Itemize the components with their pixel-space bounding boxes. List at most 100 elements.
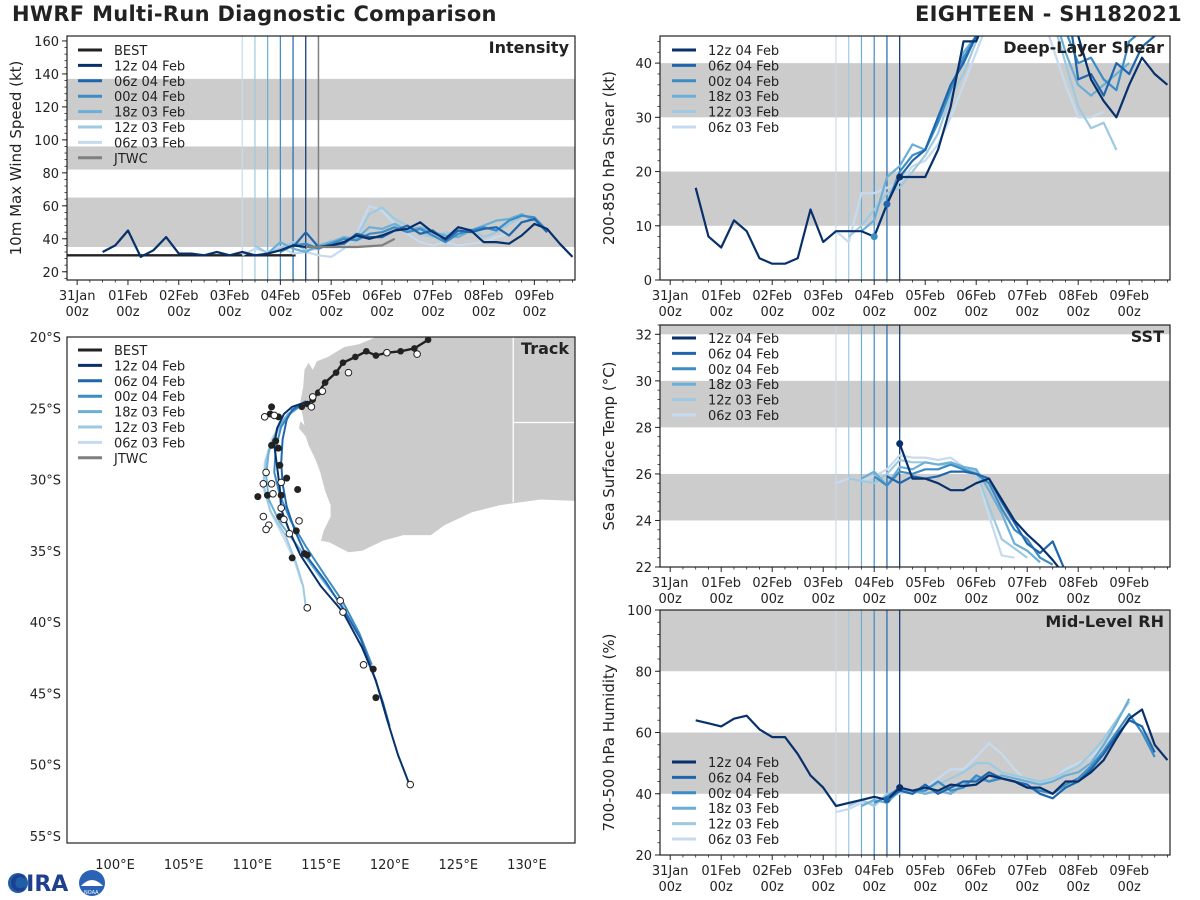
sst-xtick-label: 09Feb xyxy=(1109,576,1149,591)
rh-xtick-label: 00z xyxy=(710,880,734,895)
intensity-xtick-label: 00z xyxy=(218,305,242,320)
best-track-dot xyxy=(352,353,359,361)
best-track-open-dot xyxy=(344,368,353,377)
best-track-dot xyxy=(397,347,404,355)
rh-xtick-label: 05Feb xyxy=(905,864,945,879)
shear-init-marker xyxy=(883,200,891,208)
track-position-open-dot xyxy=(262,468,270,477)
track-position-open-dot xyxy=(406,780,415,789)
shear-xtick-label: 00z xyxy=(965,305,989,320)
shear-panel-title: Deep-Layer Shear xyxy=(1003,38,1164,57)
track-legend-label: 00z 04 Feb xyxy=(114,390,185,405)
track-ytick-label: 25°S xyxy=(30,402,61,417)
intensity-xtick-label: 05Feb xyxy=(311,289,351,304)
shear-xtick-label: 05Feb xyxy=(905,289,945,304)
track-position-open-dot xyxy=(295,517,303,525)
sst-band xyxy=(660,473,1170,521)
sst-xtick-label: 00z xyxy=(1118,592,1142,607)
track-position-dot xyxy=(372,694,380,702)
track-position-dot xyxy=(254,493,262,501)
intensity-legend-label: 12z 04 Feb xyxy=(114,59,185,74)
track-xtick-label: 130°E xyxy=(507,858,547,873)
track-position-dot xyxy=(369,665,377,673)
sst-init-marker xyxy=(896,440,904,448)
shear-xtick-label: 08Feb xyxy=(1058,289,1098,304)
track-position-open-dot xyxy=(339,608,347,616)
intensity-xtick-label: 09Feb xyxy=(515,289,555,304)
rh-init-marker xyxy=(883,796,891,804)
intensity-band xyxy=(67,78,575,121)
intensity-xtick-label: 07Feb xyxy=(413,289,453,304)
intensity-ytick-label: 160 xyxy=(34,35,59,50)
rh-panel: 2040608010031Jan00z01Feb00z02Feb00z03Feb… xyxy=(600,604,1171,895)
intensity-ytick-label: 20 xyxy=(42,266,59,281)
track-position-open-dot xyxy=(269,489,277,498)
rh-xtick-label: 00z xyxy=(965,880,989,895)
intensity-band xyxy=(67,197,575,248)
intensity-xtick-label: 00z xyxy=(421,305,445,320)
track-legend-label: 06z 03 Feb xyxy=(114,436,185,451)
shear-xtick-label: 00z xyxy=(710,305,734,320)
logo-globe-icon xyxy=(8,873,28,893)
sst-panel: 22242628303231Jan00z01Feb00z02Feb00z03Fe… xyxy=(600,324,1171,607)
shear-ylabel: 200-850 hPa Shear (kt) xyxy=(600,71,618,245)
sst-ytick-label: 26 xyxy=(635,468,652,483)
sst-xtick-label: 00z xyxy=(659,592,683,607)
best-track-dot xyxy=(411,345,418,352)
rh-xtick-label: 07Feb xyxy=(1007,864,1047,879)
intensity-legend-label: 06z 03 Feb xyxy=(114,136,185,151)
rh-init-marker xyxy=(896,784,904,792)
intensity-ytick-label: 140 xyxy=(34,68,59,83)
shear-series-0 xyxy=(694,36,1169,265)
track-position-dot xyxy=(276,461,284,469)
track-position-dot xyxy=(294,486,302,494)
track-legend-label: JTWC xyxy=(113,452,148,467)
sst-xtick-label: 07Feb xyxy=(1007,576,1047,591)
intensity-legend-label: 06z 04 Feb xyxy=(114,75,185,90)
track-position-open-dot xyxy=(359,661,368,669)
intensity-xtick-label: 00z xyxy=(472,305,496,320)
best-track-dot xyxy=(363,347,370,355)
track-xtick-label: 125°E xyxy=(439,858,479,873)
intensity-ytick-label: 100 xyxy=(34,134,59,149)
rh-ylabel: 700-500 hPa Humidity (%) xyxy=(600,633,618,831)
shear-legend-label: 12z 04 Feb xyxy=(708,44,779,59)
best-track-dot xyxy=(424,337,432,344)
australia-landmass xyxy=(299,337,575,553)
sst-xtick-label: 02Feb xyxy=(752,576,792,591)
track-ytick-label: 55°S xyxy=(30,830,61,845)
intensity-xtick-label: 02Feb xyxy=(159,289,199,304)
rh-xtick-label: 00z xyxy=(1118,880,1142,895)
sst-xtick-label: 00z xyxy=(1067,592,1091,607)
rh-legend-label: 00z 04 Feb xyxy=(708,787,779,802)
track-ytick-label: 20°S xyxy=(30,331,61,346)
sst-ytick-label: 22 xyxy=(635,561,652,576)
rh-series-3 xyxy=(861,698,1131,807)
track-xtick-label: 105°E xyxy=(164,858,204,873)
sst-series-1 xyxy=(886,470,1065,567)
shear-legend-label: 06z 04 Feb xyxy=(708,59,779,74)
intensity-xtick-label: 03Feb xyxy=(210,289,250,304)
shear-init-marker xyxy=(870,233,878,241)
track-ytick-label: 35°S xyxy=(30,545,61,560)
sst-xtick-label: 00z xyxy=(1016,592,1040,607)
sst-xtick-label: 31Jan xyxy=(652,576,689,591)
track-position-open-dot xyxy=(267,480,276,488)
rh-ytick-label: 100 xyxy=(627,604,652,619)
intensity-panel: 2040608010012014016031Jan00z01Feb00z02Fe… xyxy=(7,35,576,320)
rh-xtick-label: 00z xyxy=(1067,880,1091,895)
rh-xtick-label: 00z xyxy=(914,880,938,895)
logo-text: CIRA xyxy=(10,872,68,897)
track-position-open-dot xyxy=(303,604,312,612)
intensity-xtick-label: 00z xyxy=(319,305,343,320)
rh-band xyxy=(660,732,1170,794)
shear-legend-label: 06z 03 Feb xyxy=(708,121,779,136)
shear-xtick-label: 00z xyxy=(659,305,683,320)
track-ytick-label: 30°S xyxy=(30,474,61,489)
track-position-open-dot xyxy=(277,478,285,487)
track-position-dot xyxy=(283,474,291,482)
shear-legend-label: 12z 03 Feb xyxy=(708,106,779,121)
rh-xtick-label: 09Feb xyxy=(1109,864,1149,879)
shear-init-marker xyxy=(896,173,904,181)
